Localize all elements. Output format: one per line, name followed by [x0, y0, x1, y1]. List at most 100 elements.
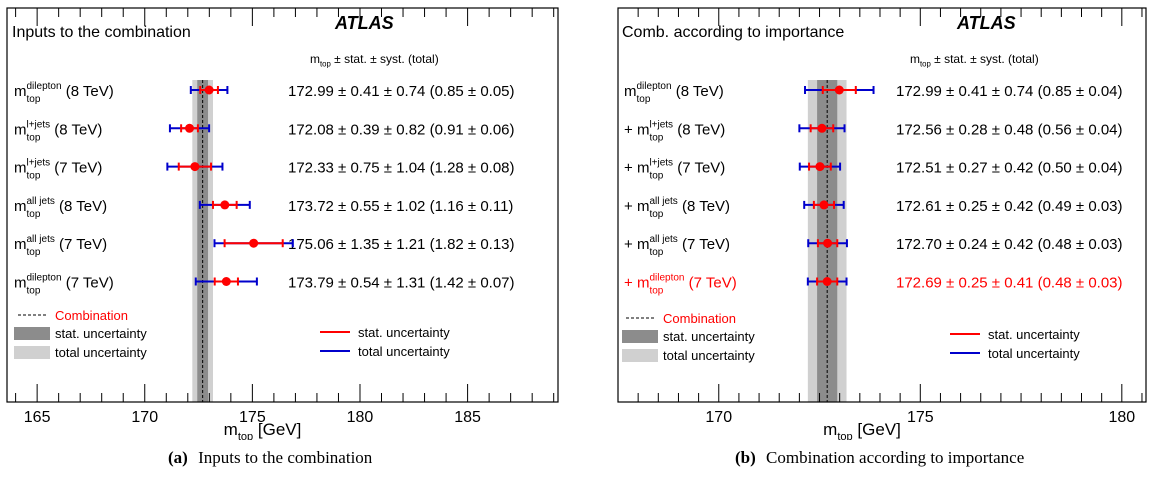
panel-b-row-label-sub: top: [649, 209, 663, 220]
panel-a-tick-label: 185: [454, 409, 481, 426]
panel-a-row-label-sub: top: [27, 247, 41, 258]
panel-a-row-value: 172.08 ± 0.39 ± 0.82 (0.91 ± 0.06): [288, 121, 515, 138]
panel-a-xlabel-base: m: [224, 420, 238, 439]
panel-a-column-header: mtop ± stat. ± syst. (total): [310, 52, 439, 69]
panel-b-xlabel: mtop [GeV]: [823, 420, 901, 440]
panel-b-legend-stat-line: stat. uncertainty: [988, 327, 1080, 342]
panel-a-row-label-sub: top: [27, 209, 41, 220]
panel-a-row-label-sup: dilepton: [27, 273, 62, 284]
panel-b-marker: [834, 85, 844, 95]
caption-a-text: Inputs to the combination: [198, 448, 373, 467]
panel-a-row-label-energy: (8 TeV): [55, 198, 107, 215]
panel-a-marker: [249, 238, 259, 248]
panel-b-xlabel-sub: top: [837, 431, 852, 440]
panel-a-row-value: 172.33 ± 0.75 ± 1.04 (1.28 ± 0.08): [288, 160, 515, 177]
caption-a: (a) Inputs to the combination: [168, 448, 372, 468]
panel-a-legend-total-line: total uncertainty: [358, 344, 450, 359]
panel-b-row-label-sub: top: [649, 171, 663, 182]
panel-a-marker: [221, 277, 231, 286]
panel-a-row-label: mall jets top (8 TeV): [14, 196, 107, 220]
panel-a-row-label-sup: l+jets: [27, 158, 51, 169]
panel-a-row-label-m: m: [14, 83, 27, 100]
panel-a-row-label-m: m: [14, 236, 27, 253]
panel-b-marker: [822, 277, 832, 286]
panel-a-row-label-m: m: [14, 275, 27, 292]
panel-b-marker: [815, 162, 825, 172]
panel-b-row-label: + mall jets top (7 TeV): [624, 234, 730, 258]
panel-b-row-label-m: m: [637, 236, 650, 253]
panel-b-atlas-label: ATLAS: [956, 13, 1016, 33]
panel-b-row-label-sup: dilepton: [649, 273, 684, 284]
panel-a-xlabel-rest: [GeV]: [253, 420, 301, 439]
panel-a-row-label-sup: all jets: [27, 196, 55, 207]
panel-b-row-value: 172.69 ± 0.25 ± 0.41 (0.48 ± 0.03): [896, 275, 1123, 292]
panel-b-xlabel-rest: [GeV]: [853, 420, 901, 439]
panel-a-xlabel-sub: top: [238, 431, 253, 440]
panel-b-legend-total-line: total uncertainty: [988, 346, 1080, 361]
panel-a-title: Inputs to the combination: [12, 24, 191, 41]
panel-b-marker: [817, 123, 827, 133]
panel-b-row-label: + mdilepton top (7 TeV): [624, 273, 737, 297]
panel-a-legend-total-band: total uncertainty: [55, 345, 147, 360]
panel-b-row-label-sup: all jets: [649, 234, 677, 245]
panel-a-legend-stat-band: stat. uncertainty: [55, 326, 147, 341]
panel-b-row-label-prefix: +: [624, 160, 637, 177]
panel-b-row-value: 172.56 ± 0.28 ± 0.48 (0.56 ± 0.04): [896, 121, 1123, 138]
panel-b-row-label-sup: all jets: [649, 196, 677, 207]
caption-b: (b) Combination according to importance: [735, 448, 1024, 468]
panel-a-row-label-energy: (8 TeV): [50, 121, 102, 138]
panel-b-row-label-m: m: [637, 160, 650, 177]
panel-b-row-label-sup: dilepton: [637, 81, 672, 92]
panel-b-column-header-rest: ± stat. ± syst. (total): [931, 52, 1039, 66]
panel-a-row-label-sub: top: [27, 286, 41, 297]
panel-b-xlabel-base: m: [823, 420, 837, 439]
panel-a-row-label-sup: all jets: [27, 234, 55, 245]
caption-a-label: (a): [168, 448, 188, 467]
caption-b-label: (b): [735, 448, 756, 467]
panel-a-row-value: 173.72 ± 0.55 ± 1.02 (1.16 ± 0.11): [288, 198, 513, 215]
panel-a-row-label-energy: (7 TeV): [50, 160, 102, 177]
panel-b-row-label: + ml+jets top (8 TeV): [624, 119, 725, 143]
panel-b-row-label-prefix: +: [624, 198, 637, 215]
panel-b-row-label-prefix: +: [624, 275, 637, 292]
panel-b-marker: [819, 200, 829, 210]
panel-a-row-label-m: m: [14, 121, 27, 138]
panel-b-row-label-sup: l+jets: [649, 158, 673, 169]
panel-b-row-label-energy: (7 TeV): [684, 275, 736, 292]
panel-a-row-label-sub: top: [27, 132, 41, 143]
panel-a-row-label-m: m: [14, 198, 27, 215]
caption-b-text: Combination according to importance: [766, 448, 1025, 467]
panel-a-column-header-rest: ± stat. ± syst. (total): [331, 52, 439, 66]
panel-a-marker: [220, 200, 230, 210]
panel-a-tick-label: 165: [24, 409, 51, 426]
panel-a-row-label-sub: top: [27, 94, 41, 105]
panel-a-legend-stat-swatch: [14, 327, 50, 340]
panel-b-row-value: 172.99 ± 0.41 ± 0.74 (0.85 ± 0.04): [896, 83, 1123, 100]
panel-b-row-label-energy: (8 TeV): [678, 198, 730, 215]
panel-b-row-label-energy: (8 TeV): [673, 121, 725, 138]
panel-a-xlabel: mtop [GeV]: [224, 420, 302, 440]
panel-a-tick-label: 175: [239, 409, 266, 426]
panel-a-row-label-sup: l+jets: [27, 119, 51, 130]
panel-b-row-label: + ml+jets top (7 TeV): [624, 158, 725, 182]
panel-b-legend-combination: Combination: [663, 311, 736, 326]
panel-a-row-value: 172.99 ± 0.41 ± 0.74 (0.85 ± 0.05): [288, 83, 515, 100]
panel-b-row-label-sup: l+jets: [649, 119, 673, 130]
panel-b-column-header-base: m: [910, 52, 920, 66]
panel-b-row-label-m: m: [637, 198, 650, 215]
panel-a-atlas-label: ATLAS: [334, 13, 394, 33]
panel-b-row-label-energy: (7 TeV): [678, 236, 730, 253]
panel-b-row-label-sub: top: [649, 286, 663, 297]
panel-a-row-label-energy: (7 TeV): [55, 236, 107, 253]
panel-b-row-value: 172.51 ± 0.27 ± 0.42 (0.50 ± 0.04): [896, 160, 1123, 177]
panel-a-row-label: ml+jets top (7 TeV): [14, 158, 102, 182]
panel-b-row-value: 172.61 ± 0.25 ± 0.42 (0.49 ± 0.03): [896, 198, 1123, 215]
panel-a-row-value: 175.06 ± 1.35 ± 1.21 (1.82 ± 0.13): [288, 236, 515, 253]
panel-b-row-label-sub: top: [649, 247, 663, 258]
panel-b-row-label: mdilepton top (8 TeV): [624, 81, 724, 105]
panel-a-row-label-sup: dilepton: [27, 81, 62, 92]
panel-b-row-label-m: m: [637, 275, 650, 292]
panel-a-marker: [204, 85, 214, 95]
panel-b-row-label-prefix: +: [624, 121, 637, 138]
